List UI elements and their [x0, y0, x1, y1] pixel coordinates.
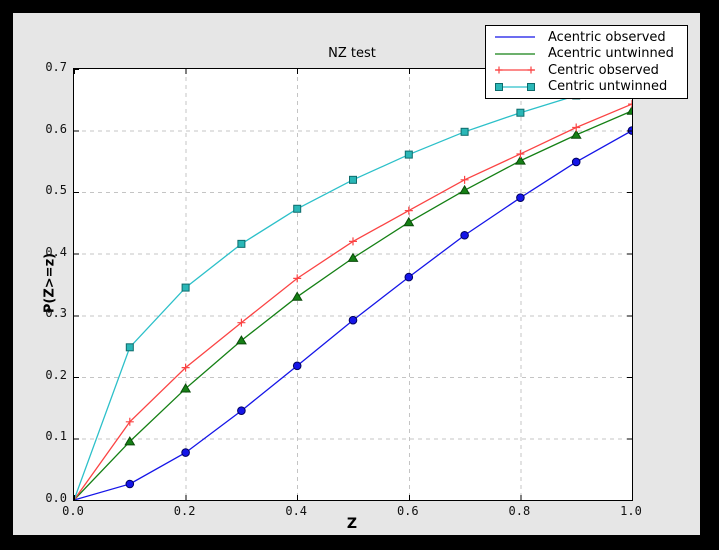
legend-row: Acentric observed: [492, 29, 681, 45]
plus-marker: [516, 149, 525, 158]
plus-marker: [527, 66, 535, 74]
chart-canvas: [74, 69, 632, 500]
triangle-marker: [459, 184, 471, 195]
square-marker: [527, 82, 535, 91]
y-tick-label: 0.4: [45, 244, 67, 259]
circle-marker: [237, 406, 246, 416]
square-marker: [181, 283, 190, 292]
triangle-marker: [347, 252, 359, 262]
figure-canvas: NZ test P(Z>=z) 0.0 0.2 0.4 0.6 0.8 1.0 0.0 0.…: [13, 13, 700, 535]
y-tick-label: 0.1: [45, 429, 67, 444]
plus-marker: [628, 100, 632, 109]
grid-lines: [74, 69, 632, 500]
plus-marker: [125, 417, 134, 426]
axis-tick-marks: [74, 69, 632, 500]
x-axis-label: Z: [346, 516, 358, 532]
series-line: [74, 110, 632, 500]
series-centric-untwinned: [74, 75, 632, 500]
triangle-marker: [235, 335, 247, 345]
square-marker: [293, 204, 302, 213]
circle-marker: [292, 361, 302, 371]
series-centric-observed: [74, 100, 632, 500]
circle-marker: [571, 157, 581, 167]
square-marker: [495, 82, 503, 91]
series-acentric-observed: [74, 126, 632, 500]
chart-title: NZ test: [328, 46, 376, 61]
plus-marker: [293, 274, 302, 283]
triangle-marker: [626, 105, 632, 115]
square-marker: [516, 108, 525, 117]
circle-marker: [125, 479, 135, 489]
series-acentric-untwinned: [74, 105, 632, 500]
plot-area: [73, 68, 633, 501]
y-axis-label: P(Z>=z): [42, 252, 58, 314]
x-tick-label: 1.0: [620, 504, 642, 518]
x-tick-label: 0.8: [508, 504, 531, 518]
y-tick-label: 0.0: [45, 491, 67, 505]
legend-label: Centric untwinned: [548, 79, 668, 95]
legend-line-sample: [495, 53, 535, 55]
plus-marker: [349, 237, 357, 246]
x-tick-label: 0.4: [285, 504, 308, 518]
square-marker: [237, 239, 246, 248]
square-marker: [125, 343, 134, 352]
square-marker: [349, 175, 357, 184]
triangle-marker: [570, 129, 582, 139]
square-marker: [460, 127, 469, 136]
plus-marker: [181, 363, 190, 372]
circle-marker: [348, 315, 358, 325]
circle-marker: [516, 193, 525, 202]
triangle-marker: [124, 436, 136, 446]
x-tick-label: 0.2: [173, 504, 196, 518]
legend-label: Acentric observed: [548, 29, 666, 45]
legend-label: Acentric untwinned: [548, 46, 674, 62]
legend-box: Acentric observed Acentric untwinned Centr…: [485, 25, 688, 99]
y-tick-label: 0.2: [45, 367, 67, 382]
legend-line-sample: [495, 82, 535, 91]
legend-line-sample: [495, 66, 535, 74]
triangle-marker: [180, 383, 192, 393]
y-tick-label: 0.6: [45, 121, 67, 136]
y-tick-label: 0.5: [45, 183, 67, 198]
circle-marker: [181, 448, 190, 457]
circle-marker: [404, 272, 414, 282]
square-marker: [404, 150, 413, 159]
triangle-marker: [291, 291, 303, 301]
x-tick-label: 0.6: [396, 504, 419, 518]
plus-marker: [460, 175, 469, 184]
circle-marker: [460, 230, 469, 240]
legend-label: Centric observed: [548, 62, 659, 78]
plus-marker: [237, 318, 246, 327]
legend-row: Centric observed: [492, 62, 681, 78]
legend-line-sample: [495, 36, 535, 38]
x-tick-label: 0.0: [62, 504, 84, 518]
y-tick-label: 0.3: [45, 306, 67, 321]
y-tick-label: 0.7: [45, 60, 67, 74]
circle-marker: [627, 126, 632, 135]
triangle-marker: [514, 155, 526, 165]
series-line: [74, 103, 632, 500]
series-line: [74, 130, 632, 500]
plus-marker: [404, 206, 413, 215]
triangle-marker: [403, 216, 415, 227]
plus-marker: [572, 123, 581, 132]
legend-row: Centric untwinned: [492, 79, 681, 95]
plus-marker: [495, 66, 503, 74]
legend-row: Acentric untwinned: [492, 46, 681, 62]
series-line: [74, 78, 632, 500]
